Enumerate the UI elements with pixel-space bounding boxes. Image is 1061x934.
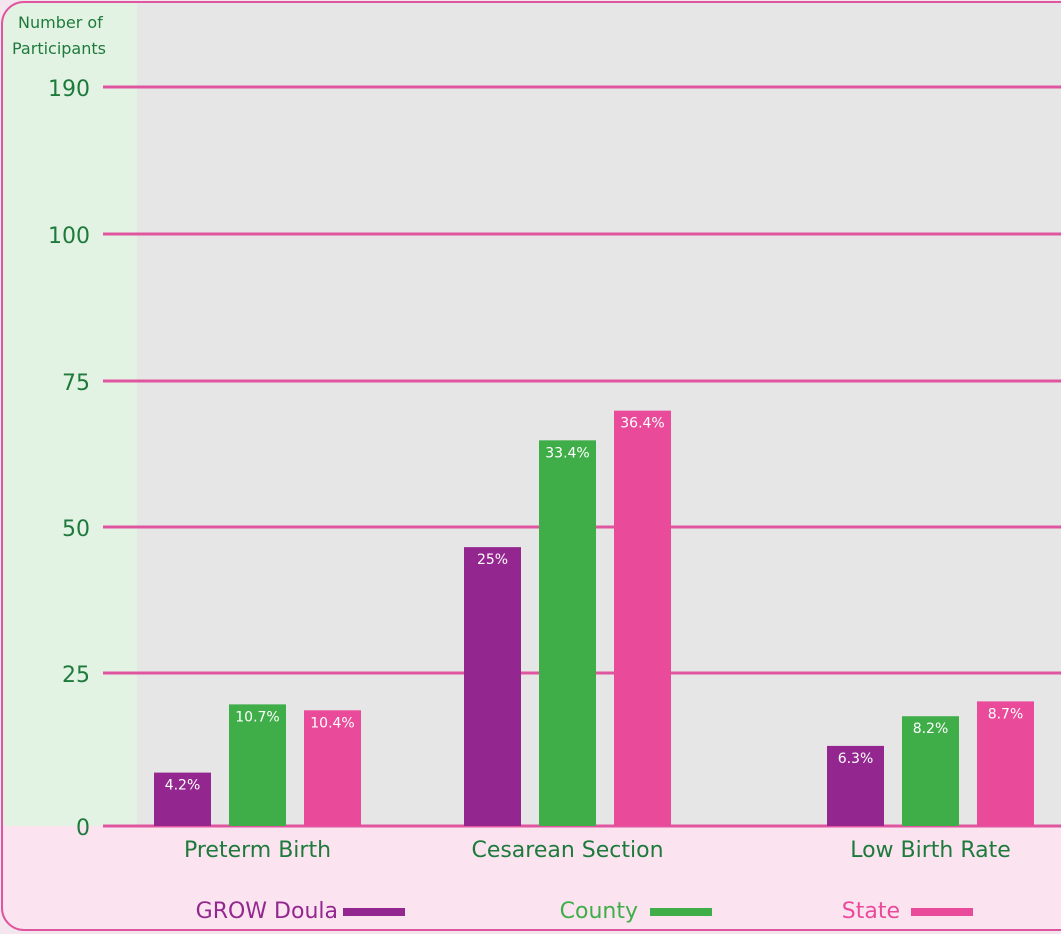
bar-data-label: 8.7% — [988, 706, 1024, 722]
bar-data-label: 10.7% — [235, 709, 279, 725]
bar-data-label: 4.2% — [165, 778, 201, 794]
y-tick-label: 75 — [62, 371, 90, 396]
bar — [977, 701, 1034, 826]
bar-data-label: 25% — [477, 552, 508, 568]
legend-label: County — [560, 899, 638, 924]
y-tick-label: 100 — [48, 224, 90, 249]
x-tick-label: Cesarean Section — [471, 838, 663, 863]
bar-data-label: 33.4% — [545, 445, 589, 461]
bar — [614, 410, 671, 826]
bars: 4.2% 25% 6.3% 10.7% 33.4% 8.2% 10.4% 36.4% 8.7% — [154, 410, 1034, 826]
y-tick-label: 0 — [76, 816, 90, 841]
bar — [229, 704, 286, 826]
bar — [827, 745, 884, 826]
bar — [539, 440, 596, 826]
legend-swatch — [650, 908, 712, 916]
y-tick-label: 190 — [48, 77, 90, 102]
bottom-band — [2, 826, 1061, 930]
legend-label: State — [842, 899, 900, 924]
bar — [304, 710, 361, 826]
legend-swatch — [343, 908, 405, 916]
y-axis-band — [2, 2, 137, 826]
legend-swatch — [911, 908, 973, 916]
x-tick-labels: Preterm Birth Cesarean Section Low Birth R… — [184, 838, 1011, 863]
y-tick-label: 25 — [62, 663, 90, 688]
bar — [464, 547, 521, 826]
x-tick-label: Low Birth Rate — [850, 838, 1011, 863]
bar-data-label: 10.4% — [310, 715, 354, 731]
y-tick-labels: 0 25 50 75 100 190 — [48, 77, 90, 841]
y-axis-title: Number of Participants — [12, 13, 108, 58]
y-tick-label: 50 — [62, 517, 90, 542]
legend: GROW Doula County State — [196, 899, 973, 924]
legend-label: GROW Doula — [196, 899, 338, 924]
bar-data-label: 8.2% — [913, 721, 949, 737]
bar-data-label: 6.3% — [838, 751, 874, 767]
bar-data-label: 36.4% — [620, 416, 664, 432]
bar — [154, 772, 211, 826]
x-tick-label: Preterm Birth — [184, 838, 331, 863]
bar — [902, 716, 959, 826]
